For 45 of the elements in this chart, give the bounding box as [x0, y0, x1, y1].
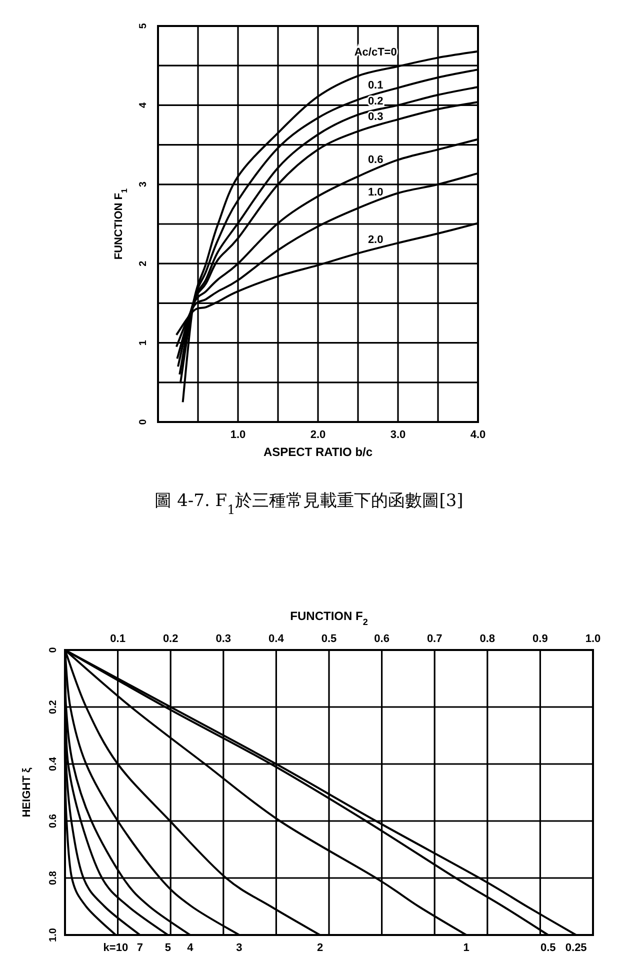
- x-tick-label: 4.0: [470, 429, 486, 441]
- series-label: 2.0: [368, 234, 384, 246]
- x-tick-label: 3.0: [390, 429, 406, 441]
- x-axis-title: ASPECT RATIO b/c: [263, 445, 373, 459]
- x-tick-label: 0.9: [532, 633, 548, 645]
- x-tick-label: 0.1: [110, 633, 126, 645]
- series-label: 7: [136, 942, 144, 954]
- x-tick-label: 0.2: [162, 633, 178, 645]
- series-label: 5: [164, 942, 172, 954]
- y-tick-label: 1: [138, 340, 149, 346]
- y-tick-label: 0: [138, 418, 149, 425]
- x-axis-title: FUNCTION F$_{2}$: [290, 609, 368, 627]
- y-tick-label: 5: [138, 22, 149, 29]
- series-label: 0.3: [368, 111, 384, 124]
- series-label: 0.2: [368, 96, 384, 108]
- y-axis-title: HEIGHT ξ: [21, 768, 33, 818]
- y-tick-label: 0.4: [48, 756, 59, 771]
- caption: 圖 4-7. F$_{1}$於三種常見載重下的函數圖[3]: [154, 491, 464, 518]
- series-label: 1: [463, 942, 470, 954]
- y-tick-label: 1.0: [48, 928, 59, 942]
- series-label: 4: [187, 942, 194, 954]
- series-label: k=10: [103, 942, 128, 954]
- series-label: 3: [236, 942, 242, 954]
- y-tick-label: 0.6: [48, 814, 59, 828]
- x-tick-label: 1.0: [585, 633, 601, 645]
- series-label: 0.6: [368, 154, 384, 166]
- y-tick-label: 4: [138, 102, 149, 108]
- x-tick-label: 2.0: [310, 429, 326, 441]
- y-tick-label: 3: [138, 181, 149, 188]
- x-tick-label: 0.7: [426, 633, 442, 645]
- x-tick-label: 0.8: [480, 633, 496, 645]
- x-tick-label: 0.3: [216, 633, 232, 645]
- y-tick-label: 0.8: [48, 870, 59, 885]
- series-label: 0.5: [540, 942, 556, 954]
- x-tick-label: 0.6: [374, 633, 390, 645]
- x-tick-label: 1.0: [230, 429, 246, 441]
- y-tick-label: 2: [138, 260, 149, 266]
- x-tick-label: 0.5: [321, 633, 337, 645]
- x-tick-label: 0.4: [268, 633, 285, 645]
- series-label: 0.25: [565, 942, 587, 954]
- y-tick-label: 0.2: [48, 700, 59, 714]
- series-label: 1.0: [368, 186, 384, 199]
- series-label: 2: [316, 942, 324, 954]
- y-tick-label: 0: [48, 646, 59, 653]
- series-label: 0.1: [368, 79, 384, 92]
